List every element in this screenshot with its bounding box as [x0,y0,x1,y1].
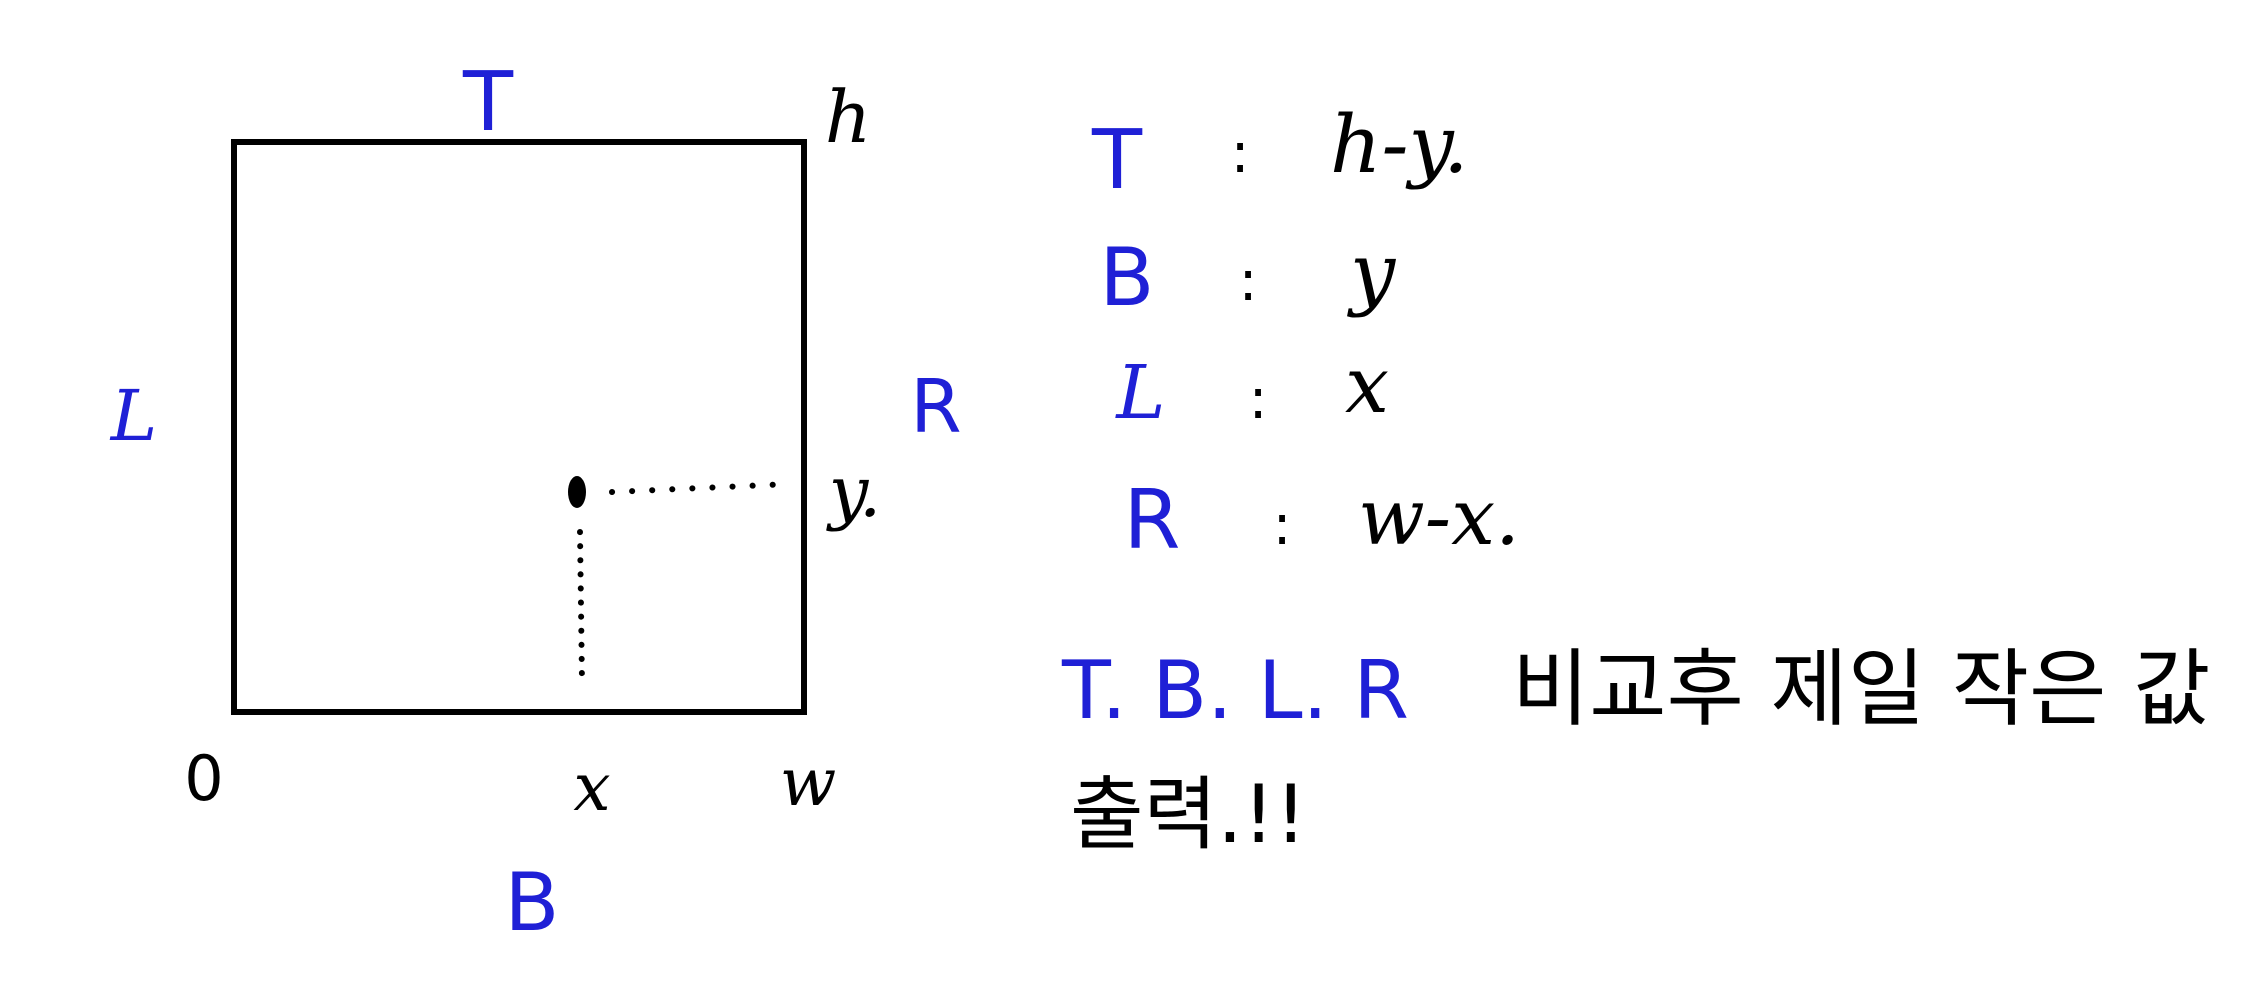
formula-l-name: L [1114,350,1165,436]
side-label-top: T [462,55,514,150]
formula-b-name: B [1100,231,1155,324]
horizontal-dotted-guide [609,481,793,495]
formula-t-expr: h-y. [1330,98,1469,191]
vertical-dotted-guide [577,529,585,685]
formula-b-sep: : [1239,249,1258,314]
origin-label: 0 [184,742,223,815]
note-text-line1: 비교후 제일 작은 값 [1512,640,2210,738]
note-text-line2: 출력.!! [1070,768,1307,861]
point-marker [568,476,586,508]
formula-r-expr: w-x. [1358,473,1520,563]
formula-r-name: R [1124,473,1181,568]
side-label-right: R [910,364,961,450]
formula-l-expr: x [1345,341,1389,431]
formula-b-expr: y [1347,226,1397,319]
point-x-label: x [573,749,610,826]
height-label: h [825,75,871,159]
formula-r-sep: : [1273,493,1292,558]
formula-l-sep: : [1249,367,1268,432]
width-label: w [780,744,837,821]
formula-t-sep: : [1231,121,1250,186]
note-labels: T. B. L. R [1061,644,1409,737]
side-label-bottom: B [505,856,560,949]
point-y-label: y. [826,451,882,533]
side-label-left: L [109,375,157,457]
boundary-rectangle [231,139,807,715]
formula-t-name: T [1091,113,1143,208]
